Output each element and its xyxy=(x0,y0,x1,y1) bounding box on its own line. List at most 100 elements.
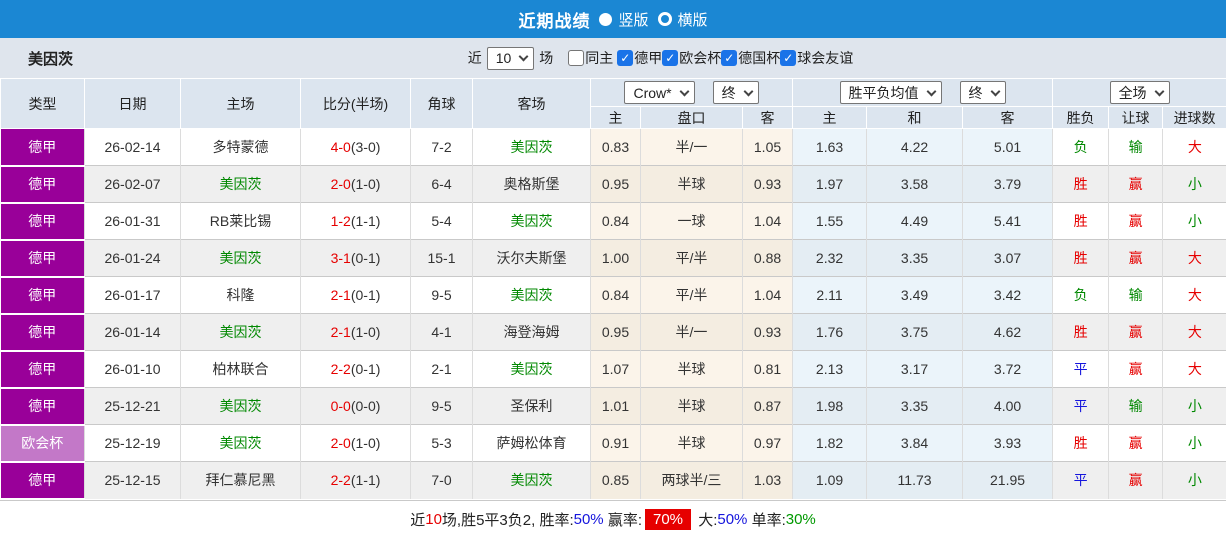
home-team[interactable]: 多特蒙德 xyxy=(181,129,301,166)
home-team[interactable]: 美因茨 xyxy=(181,388,301,425)
checkbox-label: 德甲 xyxy=(634,48,662,68)
odds-away: 0.87 xyxy=(743,388,793,425)
goals-cell: 大 xyxy=(1163,314,1226,351)
halftime-score: (0-0) xyxy=(351,398,381,414)
match-date: 25-12-19 xyxy=(85,425,181,462)
home-team[interactable]: 美因茨 xyxy=(181,314,301,351)
avg-away-odds: 4.62 xyxy=(963,314,1053,351)
radio-icon xyxy=(658,12,672,26)
score-cell: 4-0(3-0) xyxy=(301,129,411,166)
period-select[interactable]: 全场 xyxy=(1110,81,1170,104)
goals-cell: 小 xyxy=(1163,425,1226,462)
filter-checkbox[interactable]: 德甲 xyxy=(617,48,662,68)
filter-checkbox[interactable]: 德国杯 xyxy=(721,48,780,68)
corner-score: 9-5 xyxy=(411,277,473,314)
score-cell: 0-0(0-0) xyxy=(301,388,411,425)
result-cell: 胜 xyxy=(1053,314,1109,351)
filter-checkbox[interactable]: 欧会杯 xyxy=(662,48,721,68)
checkbox-label: 同主 xyxy=(585,48,613,68)
away-team[interactable]: 萨姆松体育 xyxy=(473,425,591,462)
recent-suffix: 场 xyxy=(539,48,553,68)
sub-header-avg-away: 客 xyxy=(963,107,1053,129)
recent-count-select[interactable]: 10 xyxy=(487,47,535,70)
layout-radio[interactable]: 竖版 xyxy=(599,9,648,30)
sub-header-result: 胜负 xyxy=(1053,107,1109,129)
avg-stage-select-value: 终 xyxy=(969,83,983,103)
away-team[interactable]: 美因茨 xyxy=(473,277,591,314)
home-team[interactable]: 柏林联合 xyxy=(181,351,301,388)
result-cell: 平 xyxy=(1053,462,1109,499)
result-cell: 负 xyxy=(1053,129,1109,166)
avg-draw-odds: 3.35 xyxy=(867,240,963,277)
odds-away: 1.03 xyxy=(743,462,793,499)
handicap-line: 平/半 xyxy=(641,277,743,314)
avg-home-odds: 1.97 xyxy=(793,166,867,203)
home-team[interactable]: 美因茨 xyxy=(181,166,301,203)
odds-away: 0.93 xyxy=(743,166,793,203)
checkbox-label: 球会友谊 xyxy=(797,48,853,68)
away-team[interactable]: 美因茨 xyxy=(473,351,591,388)
layout-radio[interactable]: 横版 xyxy=(658,9,708,30)
home-team[interactable]: 美因茨 xyxy=(181,425,301,462)
avg-type-select[interactable]: 胜平负均值 xyxy=(840,81,942,104)
avg-draw-odds: 3.17 xyxy=(867,351,963,388)
away-team[interactable]: 美因茨 xyxy=(473,129,591,166)
team-name: 美因茨 xyxy=(28,48,73,69)
match-date: 26-01-31 xyxy=(85,203,181,240)
odds-home: 0.95 xyxy=(591,314,641,351)
handicap-result-cell: 赢 xyxy=(1109,203,1163,240)
away-team[interactable]: 海登海姆 xyxy=(473,314,591,351)
odds-home: 0.85 xyxy=(591,462,641,499)
col-header-away: 客场 xyxy=(473,79,591,129)
bookmaker-select[interactable]: Crow* xyxy=(624,81,694,104)
league-type-badge: 德甲 xyxy=(1,314,85,351)
odds-home: 0.84 xyxy=(591,277,641,314)
away-team[interactable]: 奥格斯堡 xyxy=(473,166,591,203)
sub-header-goals: 进球数 xyxy=(1163,107,1226,129)
away-team[interactable]: 美因茨 xyxy=(473,203,591,240)
avg-stage-select[interactable]: 终 xyxy=(960,81,1006,104)
away-team[interactable]: 圣保利 xyxy=(473,388,591,425)
away-team[interactable]: 美因茨 xyxy=(473,462,591,499)
fulltime-score: 2-1 xyxy=(331,324,351,340)
checkbox-icon xyxy=(617,50,633,66)
fulltime-score: 3-1 xyxy=(331,250,351,266)
fulltime-score: 2-2 xyxy=(331,361,351,377)
odds-home: 0.95 xyxy=(591,166,641,203)
halftime-score: (0-1) xyxy=(351,250,381,266)
corner-score: 4-1 xyxy=(411,314,473,351)
chevron-down-icon xyxy=(990,86,1000,96)
sub-header-avg-home: 主 xyxy=(793,107,867,129)
avg-home-odds: 1.63 xyxy=(793,129,867,166)
radio-label: 竖版 xyxy=(618,9,648,30)
summary-part: 赢率: xyxy=(604,509,642,530)
summary-part: 70% xyxy=(645,509,691,530)
odds-away: 1.04 xyxy=(743,203,793,240)
col-header-corner: 角球 xyxy=(411,79,473,129)
filter-checkbox[interactable]: 同主 xyxy=(568,48,613,68)
avg-away-odds: 3.79 xyxy=(963,166,1053,203)
odds-stage-select[interactable]: 终 xyxy=(713,81,759,104)
home-team[interactable]: 拜仁慕尼黑 xyxy=(181,462,301,499)
avg-draw-odds: 3.75 xyxy=(867,314,963,351)
odds-away: 0.97 xyxy=(743,425,793,462)
corner-score: 7-2 xyxy=(411,129,473,166)
away-team[interactable]: 沃尔夫斯堡 xyxy=(473,240,591,277)
handicap-result-cell: 输 xyxy=(1109,129,1163,166)
handicap-line: 半球 xyxy=(641,166,743,203)
league-type-badge: 欧会杯 xyxy=(1,425,85,462)
league-type-badge: 德甲 xyxy=(1,351,85,388)
home-team[interactable]: RB莱比锡 xyxy=(181,203,301,240)
match-date: 26-01-10 xyxy=(85,351,181,388)
home-team[interactable]: 美因茨 xyxy=(181,240,301,277)
avg-away-odds: 21.95 xyxy=(963,462,1053,499)
corner-score: 9-5 xyxy=(411,388,473,425)
odds-away: 0.81 xyxy=(743,351,793,388)
filter-checkbox[interactable]: 球会友谊 xyxy=(780,48,853,68)
avg-home-odds: 2.13 xyxy=(793,351,867,388)
corner-score: 7-0 xyxy=(411,462,473,499)
summary-part: 30% xyxy=(786,511,816,528)
handicap-line: 半/一 xyxy=(641,314,743,351)
home-team[interactable]: 科隆 xyxy=(181,277,301,314)
sub-header-avg-draw: 和 xyxy=(867,107,963,129)
